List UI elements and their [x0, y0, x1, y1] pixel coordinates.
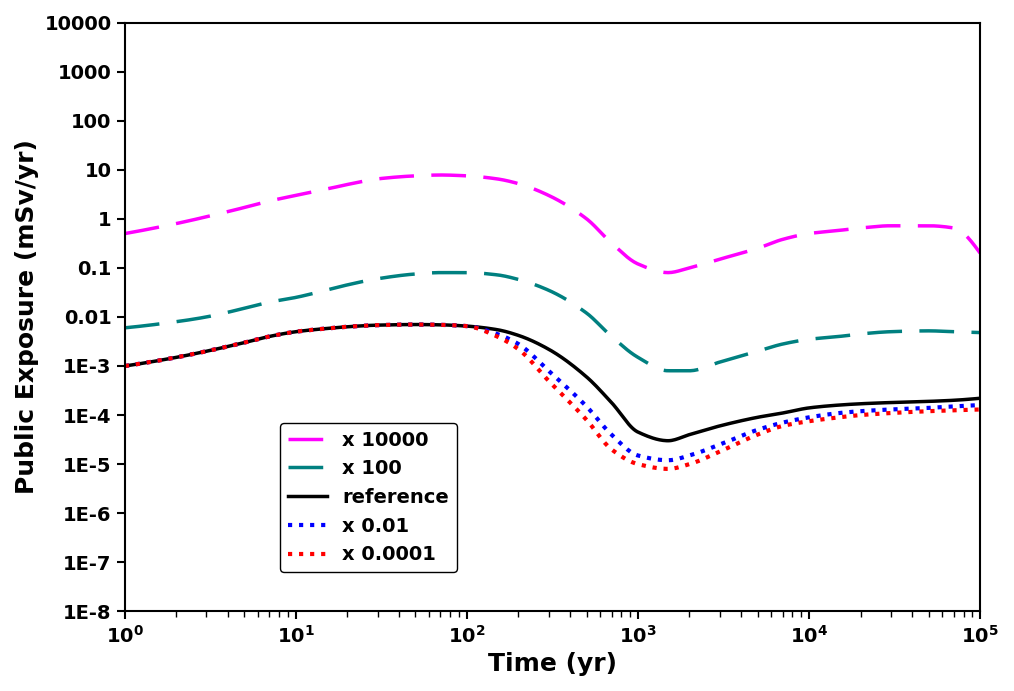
reference [957, 395, 969, 404]
reference [823, 401, 836, 410]
x 0.0001 [119, 362, 131, 370]
x 0.0001 [410, 321, 422, 329]
x 10000 [583, 217, 595, 225]
x 10000 [823, 227, 836, 236]
x 10000 [662, 269, 674, 277]
reference [410, 321, 422, 329]
x 0.0001 [974, 406, 987, 414]
x 0.0001 [823, 415, 836, 423]
x 0.01 [410, 321, 422, 329]
x 10000 [434, 171, 446, 179]
x 100 [583, 311, 595, 319]
reference [630, 426, 642, 435]
reference [119, 362, 131, 370]
x 0.0001 [583, 419, 595, 427]
x 10000 [119, 229, 131, 238]
x 0.01 [119, 362, 131, 370]
x 10000 [630, 258, 642, 267]
reference [526, 337, 538, 346]
x 100 [531, 282, 544, 290]
x 0.01 [957, 401, 969, 410]
x 0.01 [823, 410, 836, 418]
x 0.0001 [630, 460, 642, 468]
x 0.01 [974, 401, 987, 409]
x 0.0001 [531, 365, 544, 373]
x 100 [957, 328, 969, 336]
x 10000 [957, 229, 969, 237]
x 0.01 [630, 451, 642, 459]
x 10000 [974, 249, 987, 257]
Legend: x 10000, x 100, reference, x 0.01, x 0.0001: x 10000, x 100, reference, x 0.01, x 0.0… [280, 423, 456, 572]
x 100 [119, 323, 131, 332]
x 0.0001 [957, 406, 969, 414]
x 0.0001 [662, 465, 674, 473]
x 100 [526, 280, 538, 288]
x 0.0001 [526, 359, 538, 367]
x 0.01 [583, 406, 595, 414]
reference [583, 375, 595, 384]
x 0.01 [526, 352, 538, 360]
x 100 [630, 352, 642, 360]
reference [974, 394, 987, 402]
x 10000 [526, 184, 538, 193]
x 0.01 [662, 456, 674, 464]
reference [662, 437, 674, 445]
Y-axis label: Public Exposure (mSv/yr): Public Exposure (mSv/yr) [15, 140, 39, 494]
x 100 [436, 269, 448, 277]
Line: x 100: x 100 [125, 273, 981, 371]
Line: x 0.0001: x 0.0001 [125, 325, 981, 469]
x 100 [662, 367, 674, 375]
Line: x 0.01: x 0.01 [125, 325, 981, 460]
X-axis label: Time (yr): Time (yr) [488, 652, 617, 676]
x 0.01 [531, 357, 544, 365]
x 100 [974, 328, 987, 337]
Line: x 10000: x 10000 [125, 175, 981, 273]
Line: reference: reference [125, 325, 981, 441]
x 100 [823, 333, 836, 341]
reference [531, 339, 544, 348]
x 10000 [531, 187, 544, 195]
